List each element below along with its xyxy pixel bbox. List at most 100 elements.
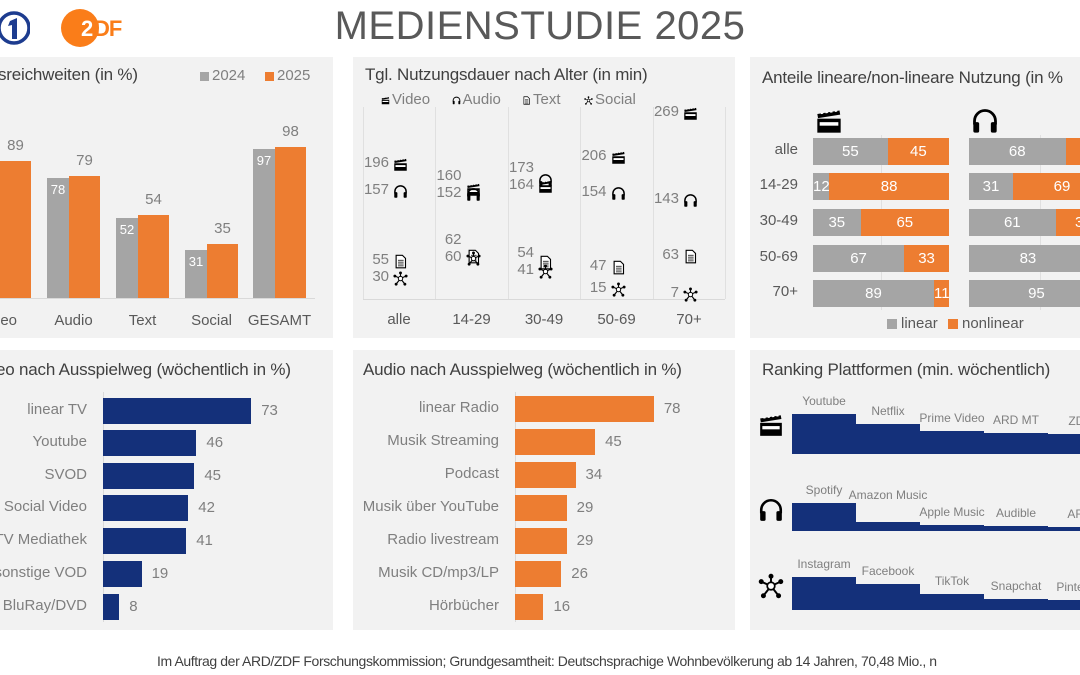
panel-video-ausspielweg: eo nach Ausspielweg (wöchentlich in %) l… — [0, 350, 333, 630]
bar — [515, 594, 544, 620]
headphones-icon — [452, 96, 461, 105]
bar — [515, 561, 562, 587]
ranking-step — [920, 594, 984, 610]
bar-2024 — [116, 217, 138, 298]
value-label-social: 15 — [589, 278, 607, 296]
bar-nonlinear — [1065, 137, 1080, 165]
bar-label-nonlinear: 11 — [934, 284, 950, 302]
row-label: linear TV — [27, 401, 87, 418]
ranking-step — [856, 522, 920, 531]
row-label: alle — [774, 141, 798, 158]
bar-linear — [969, 208, 1056, 236]
platform-label: Netflix — [871, 404, 905, 418]
legend-label-nonlinear: nonlinear — [962, 315, 1024, 332]
platform-label: Snapchat — [990, 579, 1042, 594]
headphones-icon — [393, 184, 408, 199]
social-network-icon — [611, 282, 626, 297]
clapperboard-icon — [393, 157, 408, 172]
bar-nonlinear — [887, 137, 949, 165]
social-network-icon — [584, 96, 593, 105]
bar-nonlinear — [904, 244, 949, 272]
social-network-icon — [758, 573, 784, 599]
bar — [103, 463, 195, 489]
ranking-step — [1048, 434, 1080, 454]
platform-label: Prime Video — [919, 410, 985, 425]
bar-label-nonlinear: 33 — [918, 249, 935, 267]
social-network-icon — [683, 287, 698, 302]
bar-2025 — [138, 214, 169, 298]
headphones-icon — [466, 187, 481, 202]
bar-linear — [969, 172, 1014, 200]
bar-2025 — [0, 160, 31, 298]
bar-value-label: 46 — [206, 434, 224, 451]
bar-label-2025: 54 — [145, 190, 162, 208]
bar-label-2024: 78 — [50, 181, 66, 197]
value-label-audio: 143 — [653, 190, 679, 208]
bar-2024 — [253, 148, 275, 298]
x-tick-label: deo — [0, 312, 18, 329]
bar-label-linear: 35 — [828, 213, 846, 231]
document-icon — [393, 254, 408, 269]
document-icon — [683, 249, 698, 264]
bar — [103, 528, 187, 554]
value-label-text: 62 — [444, 230, 462, 248]
legend-label-video: Video — [392, 91, 431, 108]
svg-text:2: 2 — [81, 16, 93, 41]
row-label: Youtube — [32, 433, 87, 450]
social-network-icon — [393, 271, 408, 286]
bar-nonlinear — [934, 279, 949, 307]
x-tick-label: Social — [191, 312, 232, 329]
bar-value-label: 29 — [576, 532, 594, 549]
bar-label-2025: 89 — [7, 136, 24, 154]
value-label-video: 269 — [653, 103, 679, 121]
row-label: linear Radio — [418, 399, 499, 416]
value-label-audio: 173 — [508, 158, 534, 176]
x-tick-label: 14-29 — [452, 311, 491, 328]
bar-label-linear: 95 — [1028, 284, 1045, 302]
panel-title: eo nach Ausspielweg (wöchentlich in %) — [0, 360, 291, 379]
ard-logo — [0, 8, 31, 48]
ranking-step — [984, 599, 1048, 610]
x-tick-label: Audio — [54, 312, 93, 329]
x-tick-label: Text — [128, 312, 157, 329]
bar — [103, 561, 142, 587]
column-gridline — [363, 107, 364, 299]
bar-linear — [813, 137, 888, 165]
platform-label: Spotify — [805, 483, 843, 497]
zdf-logo: 2 DF — [60, 8, 130, 48]
row-label: Radio livestream — [387, 531, 499, 548]
value-label-social: 60 — [444, 247, 462, 265]
platform-label: Apple Music — [919, 505, 985, 520]
panel-reichweiten: sreichweiten (in %) 89 deo 78 79 Audio 52 54 Te… — [0, 57, 333, 338]
platform-label: ARD MT — [993, 412, 1039, 427]
value-label-audio: 157 — [363, 180, 389, 198]
bar-value-label: 26 — [571, 565, 588, 582]
panel-title: Ranking Plattformen (min. wöchentlich) — [762, 360, 1051, 379]
column-gridline — [435, 107, 436, 299]
platform-label: Youtube — [802, 394, 846, 408]
clapperboard-icon — [683, 106, 698, 121]
bar-label-2025: 98 — [282, 123, 299, 141]
value-label-audio: 152 — [436, 184, 462, 202]
platform-label: ZDF — [1068, 414, 1080, 428]
platform-label: TikTok — [934, 574, 970, 589]
legend-swatch-2025 — [265, 72, 274, 81]
value-label-audio: 154 — [581, 182, 607, 200]
bar-2024 — [47, 177, 69, 298]
bar-label-linear: 67 — [850, 249, 867, 267]
page-title: MEDIENSTUDIE 2025 — [334, 4, 746, 48]
bar — [103, 398, 252, 424]
row-label: Musik CD/mp3/LP — [378, 564, 499, 581]
legend-swatch-linear — [887, 319, 897, 329]
legend-label-2024: 2024 — [212, 67, 246, 84]
row-label: Hörbücher — [428, 597, 499, 614]
clapperboard-icon — [381, 96, 390, 105]
panel-title: Anteile lineare/non-lineare Nutzung (in … — [762, 68, 1063, 87]
social-network-icon — [538, 264, 553, 279]
footer-note: Im Auftrag der ARD/ZDF Forschungskommiss… — [157, 653, 937, 669]
column-gridline — [508, 107, 509, 299]
bar-linear — [969, 279, 1080, 307]
bar-nonlinear — [829, 172, 949, 200]
bar-value-label: 45 — [605, 433, 622, 450]
panel-title: Tgl. Nutzungsdauer nach Alter (in min) — [365, 65, 648, 84]
